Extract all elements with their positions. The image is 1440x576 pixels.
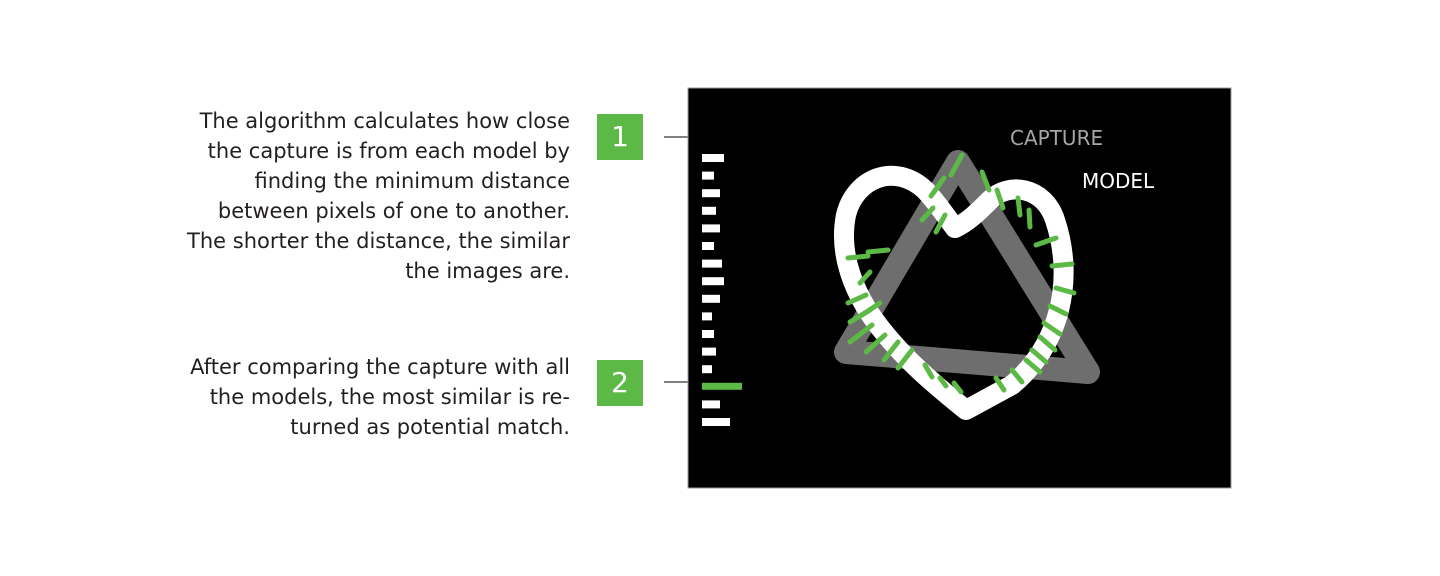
step-2-line: After comparing the capture with all <box>190 355 570 379</box>
step-1-line: between pixels of one to another. <box>217 199 570 223</box>
step-1-description: The algorithm calculates how close the c… <box>150 106 570 286</box>
distance-bar <box>702 365 712 374</box>
distance-ticks <box>845 152 1077 395</box>
distance-bar <box>702 189 720 198</box>
comparison-panel <box>687 87 1232 489</box>
step-1-line: the images are. <box>405 259 570 283</box>
step-2-line: turned as potential match. <box>290 415 570 439</box>
distance-bar <box>702 224 720 233</box>
distance-bar <box>702 418 730 426</box>
best-match-bar <box>702 382 742 390</box>
step-2-line: the models, the most similar is re- <box>209 385 570 409</box>
distance-bar <box>702 347 716 356</box>
step-1-badge: 1 <box>597 114 643 160</box>
step-2-description: After comparing the capture with all the… <box>150 352 570 442</box>
distance-bar <box>702 294 720 303</box>
step-1-line: the capture is from each model by <box>207 139 570 163</box>
distance-bar <box>702 330 714 338</box>
distance-bar <box>702 259 722 268</box>
distance-bar <box>702 206 716 215</box>
model-shape <box>834 165 1074 420</box>
step-1-line: The shorter the distance, the similar <box>187 229 570 253</box>
model-label: MODEL <box>1082 169 1155 193</box>
distance-bar <box>702 277 724 286</box>
distance-bar <box>702 242 714 250</box>
capture-shape <box>834 150 1100 384</box>
step-1-line: The algorithm calculates how close <box>199 109 570 133</box>
distance-bar <box>702 171 714 180</box>
distance-bar <box>702 154 724 162</box>
distance-bar <box>702 312 712 321</box>
step-1-line: finding the minimum distance <box>254 169 570 193</box>
distance-bars <box>702 154 742 426</box>
capture-label: CAPTURE <box>1010 126 1103 150</box>
step-2-badge: 2 <box>597 360 643 406</box>
distance-bar <box>702 400 720 409</box>
